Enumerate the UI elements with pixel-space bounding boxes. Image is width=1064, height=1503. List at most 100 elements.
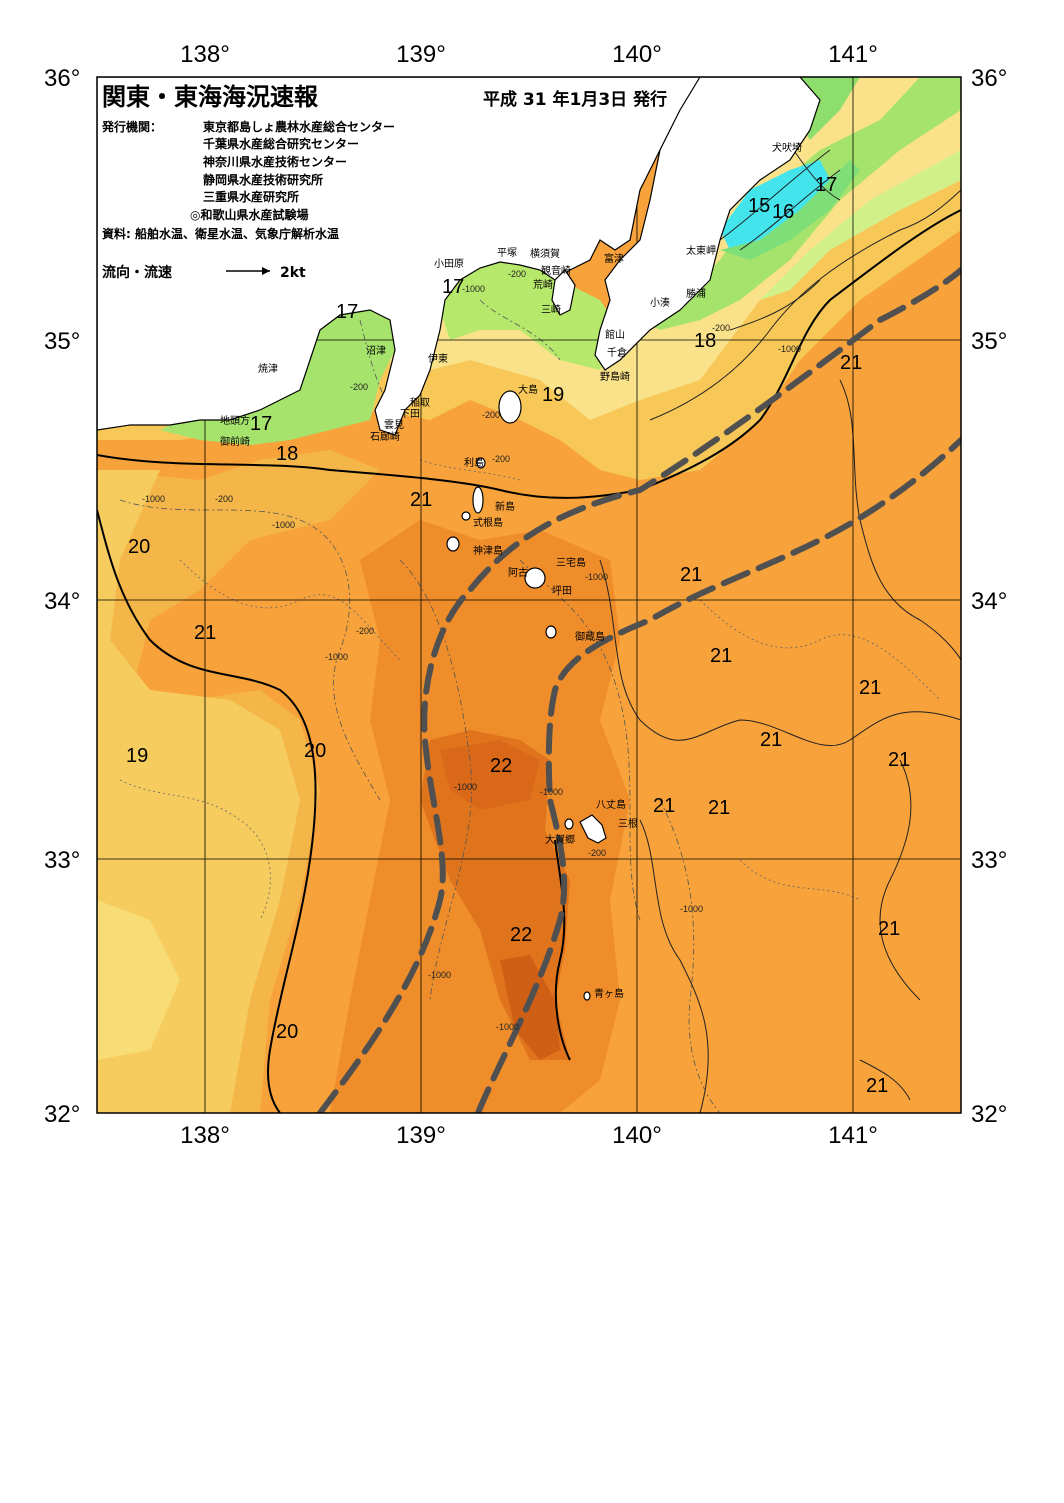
- temp-label: 22: [490, 755, 512, 777]
- depth-label: -1000: [462, 284, 485, 294]
- lon-bottom-141: 141°: [828, 1122, 878, 1149]
- temperature-labels: 15 16 17 17 17 17 18 18 19 19 20 20 20 2…: [126, 174, 910, 1097]
- place-label: 三崎: [541, 303, 561, 316]
- lon-top-141: 141°: [828, 41, 878, 68]
- temp-label: 22: [510, 924, 532, 946]
- lon-bottom-140: 140°: [612, 1122, 662, 1149]
- temp-label: 20: [304, 740, 326, 762]
- lon-top-138: 138°: [180, 41, 230, 68]
- place-label: 荒崎: [533, 278, 553, 291]
- place-label: 阿古: [508, 566, 528, 579]
- aogashima-island: [583, 991, 591, 1001]
- temp-label: 17: [250, 413, 272, 435]
- place-label: 神津島: [473, 544, 503, 557]
- place-label: 御前崎: [220, 435, 250, 448]
- lat-left-34: 34°: [44, 588, 80, 615]
- temp-label: 17: [442, 276, 464, 298]
- place-label: 犬吠埼: [772, 141, 802, 154]
- temp-label: 21: [840, 352, 862, 374]
- temp-label: 16: [772, 201, 794, 223]
- place-label: 青ヶ島: [594, 987, 624, 1000]
- temp-label: 21: [653, 795, 675, 817]
- place-label: 平塚: [497, 247, 517, 259]
- depth-label: -200: [350, 382, 368, 392]
- place-label: 坪田: [552, 584, 572, 597]
- depth-label: -200: [215, 494, 233, 504]
- temp-label: 17: [336, 301, 358, 323]
- place-label: 新島: [495, 500, 515, 513]
- lon-top-139: 139°: [396, 41, 446, 68]
- map-area: [97, 77, 961, 1113]
- lat-right-34: 34°: [971, 588, 1007, 615]
- publishers-label: 発行機関：: [101, 119, 162, 134]
- lat-right-35: 35°: [971, 328, 1007, 355]
- temp-label: 18: [694, 330, 716, 352]
- lat-right-32: 32°: [971, 1101, 1007, 1128]
- place-label: 沼津: [366, 344, 386, 357]
- temp-label: 21: [878, 918, 900, 940]
- temp-label: 15: [748, 195, 770, 217]
- place-label: 大賀郷: [545, 833, 575, 846]
- kuroshio-axis: [317, 267, 961, 1113]
- depth-label: -1000: [540, 787, 563, 797]
- place-label: 小田原: [434, 258, 464, 270]
- boso-peninsula: [594, 77, 821, 371]
- place-label: 八丈島: [596, 798, 626, 811]
- temp-label: 19: [542, 384, 564, 406]
- place-label: 富津: [604, 252, 624, 265]
- lat-left-32: 32°: [44, 1101, 80, 1128]
- lon-bottom-138: 138°: [180, 1122, 230, 1149]
- depth-label: -1000: [428, 970, 451, 980]
- place-label: 焼津: [258, 363, 278, 375]
- depth-label: -1000: [142, 494, 165, 504]
- place-labels: 犬吠埼 太東岬 勝浦 小湊 富津 館山 千倉 野島崎 横須賀 観音崎 荒崎 三崎…: [220, 141, 802, 1000]
- shikinejima-island: [461, 511, 471, 521]
- temp-label: 21: [680, 564, 702, 586]
- hachijo-kojima: [564, 818, 574, 830]
- niijima-island: [472, 486, 484, 514]
- temp-label: 21: [710, 645, 732, 667]
- header: 関東・東海海況速報 平成 31 年1月3日 発行 発行機関： 東京都島しょ農林水…: [101, 83, 667, 281]
- depth-label: -1000: [585, 572, 608, 582]
- place-label: 利島: [464, 456, 484, 469]
- temp-label: 20: [128, 536, 150, 558]
- temp-label: 21: [410, 489, 432, 511]
- lat-left-35: 35°: [44, 328, 80, 355]
- place-label: 野島崎: [600, 370, 630, 383]
- publisher-org: ◎和歌山県水産試験場: [190, 207, 308, 222]
- current-legend-scale: 2kt: [280, 265, 306, 281]
- lon-bottom-139: 139°: [396, 1122, 446, 1149]
- temp-label: 21: [708, 797, 730, 819]
- depth-label: -1000: [778, 344, 801, 354]
- place-label: 館山: [605, 328, 625, 341]
- current-legend-label: 流向・流速: [102, 264, 172, 281]
- place-label: 横須賀: [530, 247, 560, 260]
- issue-date: 平成 31 年1月3日 発行: [483, 89, 667, 110]
- far-west-light: [97, 900, 180, 1060]
- publisher-org: 神奈川県水産技術センター: [203, 154, 347, 169]
- hachijojima-island: [579, 814, 607, 844]
- place-label: 稲取: [410, 397, 430, 409]
- depth-label: -1000: [680, 904, 703, 914]
- hot-core-north: [440, 740, 540, 810]
- land: [97, 77, 821, 1001]
- mikurajima-island: [545, 625, 557, 639]
- temp-label: 19: [126, 745, 148, 767]
- publisher-org: 静岡県水産技術研究所: [203, 172, 323, 187]
- oshima-island: [498, 390, 522, 424]
- place-label: 御蔵島: [575, 630, 605, 643]
- data-source: 資料: 船舶水温、衛星水温、気象庁解析水温: [102, 226, 339, 241]
- lat-left-33: 33°: [44, 847, 80, 874]
- sagami-green: [440, 255, 620, 370]
- axis-labels: 138° 139° 140° 141° 138° 139° 140° 141° …: [44, 41, 1007, 1149]
- izu-shizuoka-coast: [97, 77, 701, 436]
- depth-label: -1000: [272, 520, 295, 530]
- temp-label: 20: [276, 1021, 298, 1043]
- lat-right-36: 36°: [971, 65, 1007, 92]
- place-label: 三根: [618, 817, 638, 830]
- publisher-org: 三重県水産研究所: [203, 189, 299, 204]
- miyakejima-island: [524, 567, 546, 589]
- lon-top-140: 140°: [612, 41, 662, 68]
- kozushima-island: [446, 536, 460, 552]
- place-label: 石廊崎: [370, 430, 400, 443]
